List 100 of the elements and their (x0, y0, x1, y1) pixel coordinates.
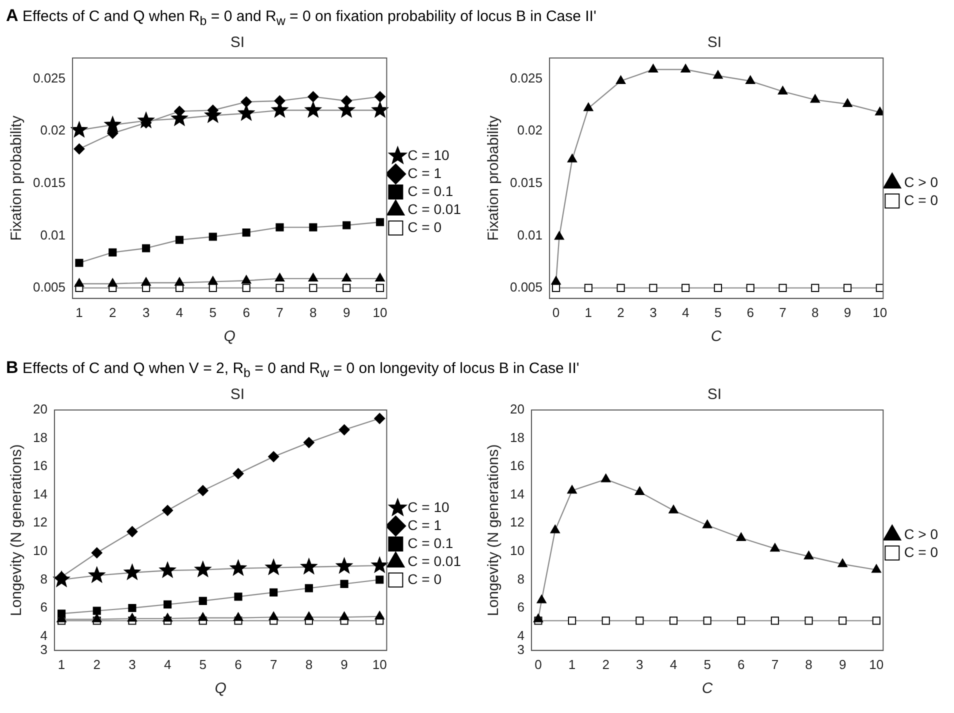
legend-label: C > 0 (904, 526, 938, 542)
y-tick-label: 12 (32, 514, 48, 530)
x-tick-label: 7 (779, 304, 786, 320)
point (242, 284, 250, 292)
point (736, 532, 746, 541)
text: A Effects of C and Q when R$_{b}$ = 0 and R$_{w}$ = 0 on fixation probability of locus B in Case II' (5, 5, 598, 30)
y-tick-label: 14 (32, 486, 48, 502)
x-tick-label: 2 (602, 656, 610, 672)
point (107, 128, 118, 139)
x-tick-label: 4 (682, 304, 690, 320)
y-tick-label: 20 (32, 402, 48, 417)
point (92, 614, 102, 622)
point (74, 143, 85, 154)
y-tick-label: 3 (40, 642, 48, 657)
x-axis-title: C (702, 680, 713, 698)
x-tick-label: 6 (234, 656, 242, 672)
point (208, 276, 218, 285)
point (124, 564, 140, 580)
y-tick-label: 0.025 (510, 70, 543, 86)
point (75, 258, 84, 267)
point (804, 616, 813, 625)
legend-label: C = 0.1 (408, 182, 454, 199)
point (230, 560, 246, 576)
text: B Effects of C and Q when V = 2, R$_{b}$ = 0 and R$_{w}$ = 0 on longevity of locus B in Case II' (5, 357, 580, 382)
point (875, 106, 884, 116)
y-tick-label: 8 (517, 571, 524, 586)
point (584, 284, 592, 292)
point (601, 474, 611, 482)
point (714, 284, 722, 292)
chart-title: SI (707, 34, 722, 52)
legend-label: C = 0 (904, 544, 938, 560)
y-tick-label: 16 (510, 458, 524, 474)
x-tick-label: 10 (872, 304, 888, 320)
point (376, 218, 384, 226)
point (276, 223, 284, 232)
point (376, 576, 384, 584)
point (770, 543, 780, 552)
point (770, 616, 779, 625)
y-tick-label: 8 (40, 571, 48, 586)
point (342, 284, 351, 292)
x-tick-label: 9 (838, 656, 846, 672)
x-tick-label: 3 (128, 656, 136, 672)
point (838, 616, 847, 625)
point (198, 612, 208, 621)
y-tick-label: 14 (510, 486, 524, 502)
x-tick-label: 0 (552, 304, 560, 320)
point (268, 612, 278, 620)
point (74, 278, 84, 287)
y-tick-label: 20 (510, 402, 524, 417)
y-axis-title: Longevity (N generations) (485, 444, 502, 616)
x-tick-label: 3 (636, 656, 644, 672)
x-tick-label: 3 (142, 304, 150, 320)
point (108, 248, 117, 256)
point (232, 468, 244, 480)
y-tick-label: 4 (517, 628, 524, 643)
x-tick-label: 1 (584, 304, 592, 320)
y-tick-label: 0.02 (40, 122, 66, 138)
legend-label: C = 0 (408, 570, 442, 587)
point (142, 244, 150, 252)
point (616, 75, 626, 84)
point (746, 75, 756, 84)
point (342, 273, 352, 282)
point (91, 547, 102, 558)
x-tick-label: 1 (58, 656, 66, 672)
y-tick-label: 4 (40, 628, 48, 643)
point (682, 284, 690, 292)
point (872, 564, 882, 573)
point (104, 116, 121, 132)
point (568, 616, 576, 625)
point (567, 154, 578, 162)
y-tick-label: 0.015 (510, 175, 543, 190)
point (242, 228, 250, 237)
point (550, 524, 560, 534)
point (804, 550, 814, 560)
point (128, 604, 136, 612)
x-tick-label: 6 (738, 656, 745, 672)
point (309, 223, 318, 232)
point (737, 616, 746, 625)
point (274, 273, 285, 282)
point (174, 277, 184, 286)
x-tick-label: 2 (109, 304, 116, 320)
y-tick-label: 0.02 (517, 122, 543, 138)
point (265, 559, 282, 575)
point (304, 612, 314, 620)
point (276, 284, 284, 292)
point (872, 616, 880, 625)
legend-label: C = 1 (408, 164, 442, 181)
x-tick-label: 4 (176, 304, 184, 320)
x-tick-label: 9 (340, 656, 348, 672)
x-axis-title: Q (224, 328, 236, 346)
point (342, 221, 351, 230)
x-tick-label: 0 (534, 656, 542, 672)
point (843, 284, 852, 292)
x-tick-label: 5 (704, 656, 711, 672)
y-tick-label: 0.025 (32, 70, 66, 86)
x-tick-label: 7 (276, 304, 284, 320)
x-tick-label: 8 (310, 304, 317, 320)
x-tick-label: 10 (372, 304, 388, 320)
y-tick-label: 0.005 (510, 280, 543, 295)
point (810, 94, 820, 103)
